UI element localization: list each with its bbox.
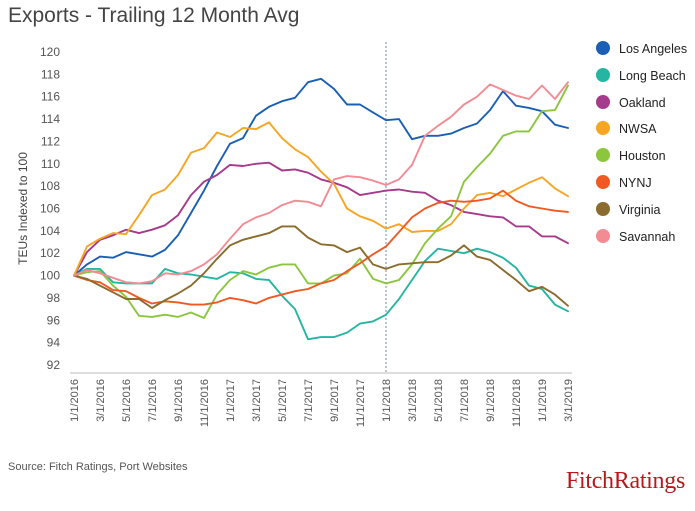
legend-item-los-angeles: Los Angeles	[596, 41, 687, 56]
y-tick-label: 100	[40, 269, 60, 283]
legend-swatch	[596, 175, 610, 189]
legend-item-long-beach: Long Beach	[596, 67, 686, 83]
x-tick-label: 9/1/2016	[173, 379, 185, 422]
y-tick-label: 102	[40, 246, 60, 260]
source-note: Source: Fitch Ratings, Port Websites	[8, 461, 188, 473]
legend-swatch	[596, 94, 610, 109]
y-tick-label: 96	[47, 313, 61, 327]
x-tick-label: 1/1/2019	[537, 379, 549, 422]
legend-item-oakland: Oakland	[596, 94, 666, 110]
x-tick-label: 1/1/2016	[69, 379, 81, 422]
x-tick-label: 7/1/2017	[303, 379, 315, 422]
x-tick-label: 3/1/2017	[251, 379, 263, 422]
y-tick-label: 118	[41, 67, 60, 81]
x-tick-label: 3/1/2018	[407, 379, 419, 422]
y-tick-label: 106	[40, 202, 60, 216]
y-axis-label: TEUs Indexed to 100	[16, 152, 30, 265]
legend-swatch	[596, 121, 610, 136]
y-tick-label: 110	[41, 157, 60, 171]
x-tick-label: 11/1/2017	[355, 379, 367, 427]
chart-title: Exports - Trailing 12 Month Avg	[8, 4, 300, 27]
legend-label: Virginia	[619, 202, 661, 217]
legend-swatch	[596, 67, 610, 82]
x-tick-label: 1/1/2017	[225, 379, 237, 422]
x-tick-label: 7/1/2016	[147, 379, 159, 422]
y-tick-label: 116	[41, 90, 60, 104]
x-tick-label: 1/1/2018	[381, 379, 393, 422]
x-tick-label: 11/1/2016	[199, 379, 211, 427]
y-tick-label: 114	[41, 112, 60, 126]
line-chart: 92 94 96 98 100 102 104 106 108 110 112 114 116 118 12…	[16, 42, 575, 427]
series-line-nwsa	[73, 121, 569, 277]
y-tick-label: 112	[41, 134, 60, 148]
legend-swatch	[596, 201, 610, 216]
legend-item-nynj: NYNJ	[596, 175, 652, 190]
legend-swatch	[596, 228, 610, 243]
x-tick-label: 9/1/2017	[329, 379, 341, 422]
series-line-savannah	[73, 81, 569, 285]
legend-label: Los Angeles	[619, 42, 688, 56]
y-tick-label: 98	[47, 291, 61, 305]
series-line-nynj	[73, 189, 569, 306]
legend-item-nwsa: NWSA	[596, 121, 657, 136]
legend-label: Long Beach	[619, 68, 686, 83]
x-tick-label: 7/1/2018	[459, 379, 471, 422]
legend-label: NYNJ	[619, 176, 652, 190]
x-tick-label: 3/1/2019	[563, 379, 575, 422]
legend-item-savannah: Savannah	[596, 228, 676, 244]
fitch-ratings-logo: FitchRatings	[565, 468, 685, 494]
x-tick-label: 11/1/2018	[511, 379, 523, 427]
legend-label: Houston	[619, 149, 666, 164]
x-tick-label: 3/1/2016	[95, 379, 107, 422]
series-line-los-angeles	[73, 77, 569, 277]
y-tick-label: 92	[47, 358, 61, 372]
y-tick-label: 108	[40, 179, 60, 193]
series-line-oakland	[73, 161, 569, 277]
legend-item-virginia: Virginia	[596, 201, 661, 217]
legend-swatch	[596, 148, 610, 163]
y-tick-label: 94	[47, 336, 61, 350]
series-line-virginia	[73, 225, 569, 309]
legend-label: NWSA	[619, 122, 657, 137]
y-tick-label: 120	[40, 45, 60, 59]
legend-label: Oakland	[619, 95, 666, 110]
x-tick-label: 9/1/2018	[485, 379, 497, 422]
legend-item-houston: Houston	[596, 148, 666, 163]
legend-swatch	[596, 41, 610, 55]
legend-label: Savannah	[619, 229, 676, 244]
x-tick-label: 5/1/2018	[433, 379, 445, 422]
y-tick-label: 104	[40, 224, 60, 238]
x-tick-label: 5/1/2016	[121, 379, 133, 422]
x-tick-label: 5/1/2017	[277, 379, 289, 422]
